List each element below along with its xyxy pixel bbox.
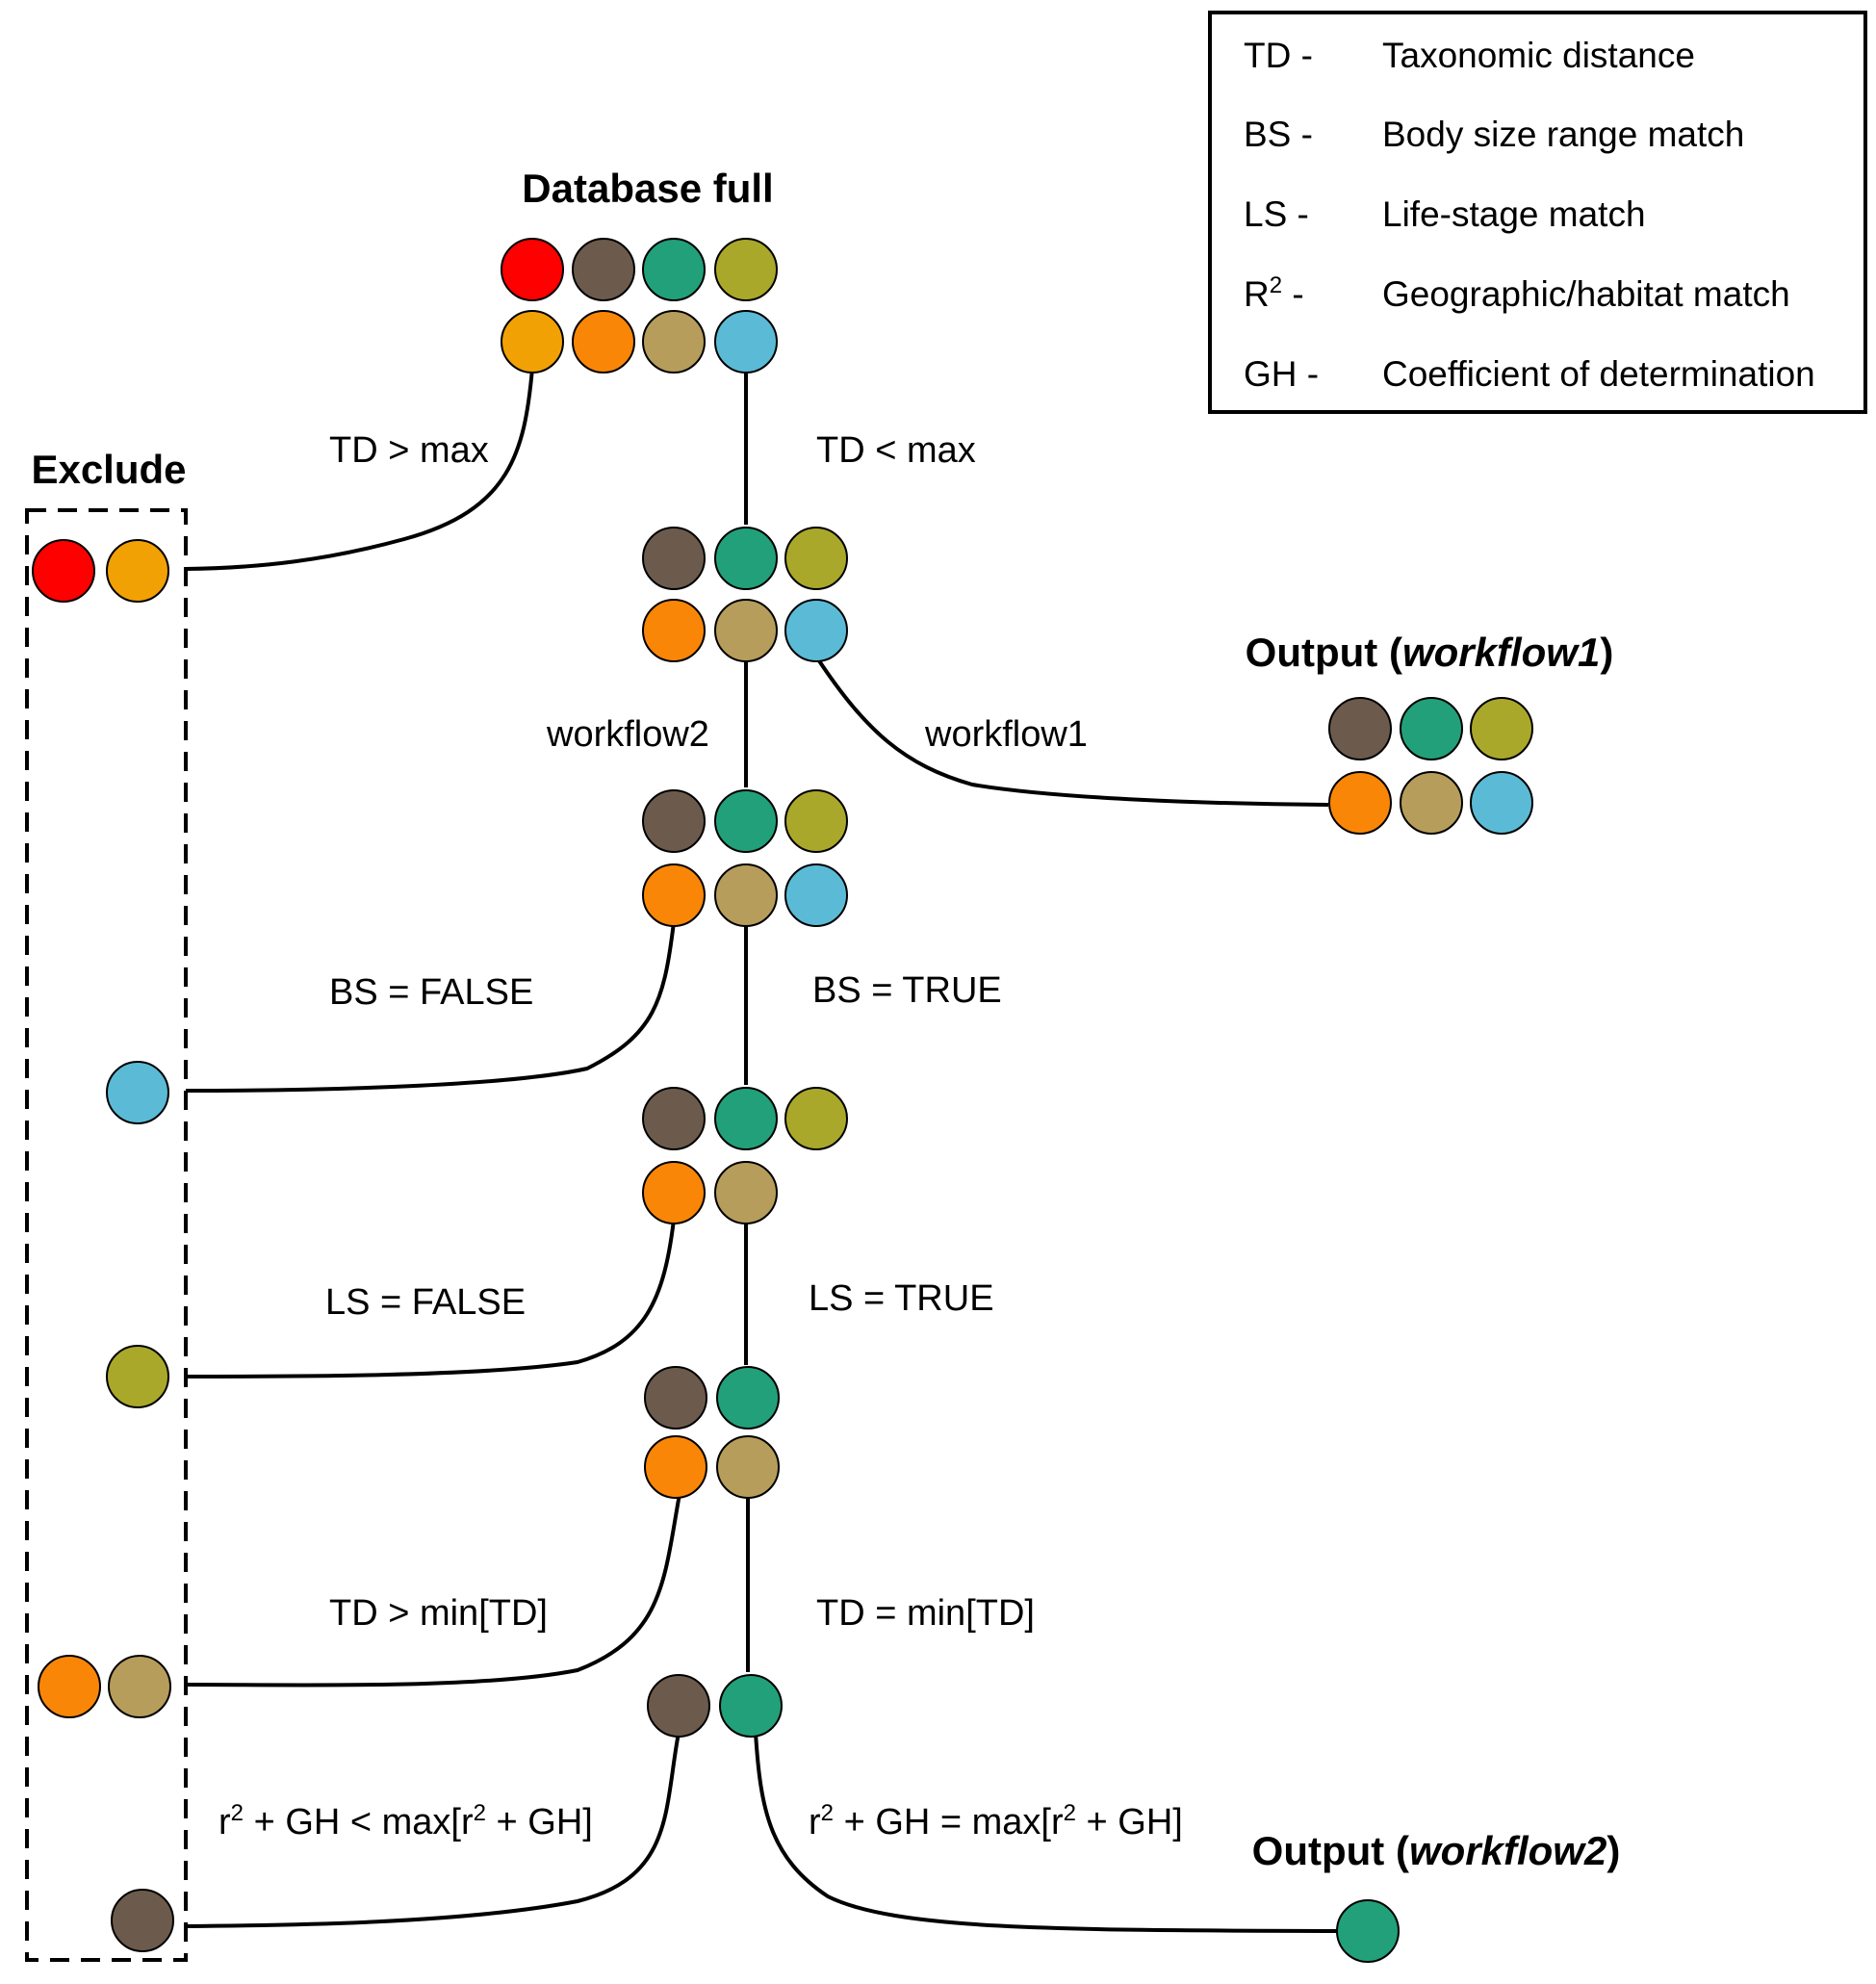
edge-label-td-gt-max: TD > max xyxy=(329,430,489,471)
node-o1-brown xyxy=(1328,697,1392,760)
node-o2-teal xyxy=(1336,1899,1400,1963)
legend-desc-gh: Coefficient of determination xyxy=(1382,354,1815,394)
node-s4-teal xyxy=(716,1366,780,1430)
node-s2-light-blue xyxy=(784,863,848,927)
node-ex-tan xyxy=(108,1655,171,1718)
node-db-teal xyxy=(642,238,706,301)
node-ex-brown xyxy=(111,1889,174,1952)
output-workflow1-title: Output (workflow1) xyxy=(1246,630,1614,675)
edge-label-ls-false: LS = FALSE xyxy=(325,1282,526,1323)
node-ex-olive xyxy=(106,1345,169,1408)
node-s1-teal xyxy=(714,527,778,590)
node-o1-olive xyxy=(1470,697,1533,760)
node-ex-light-blue xyxy=(106,1061,169,1124)
legend-abbr-ls: LS - xyxy=(1244,194,1309,234)
node-s2-olive xyxy=(784,789,848,853)
edge-label-workflow2: workflow2 xyxy=(546,714,709,755)
edge-step2-to-exclude xyxy=(185,921,676,1093)
data-circles xyxy=(32,238,1533,1963)
node-s3-orange xyxy=(642,1161,706,1224)
legend-box xyxy=(1208,11,1867,414)
legend-abbr-gh: GH - xyxy=(1244,354,1319,394)
node-o1-light-blue xyxy=(1470,771,1533,835)
node-db-yellow-orange xyxy=(501,310,564,374)
database-full-title: Database full xyxy=(522,166,773,211)
edge-label-ls-true: LS = TRUE xyxy=(809,1278,994,1319)
node-s4-brown xyxy=(644,1366,707,1430)
node-s4-tan xyxy=(716,1435,780,1499)
edge-step5-to-output2 xyxy=(754,1732,1339,1933)
node-o1-teal xyxy=(1400,697,1463,760)
legend-abbr-td: TD - xyxy=(1244,36,1313,75)
node-s5-brown xyxy=(647,1674,710,1738)
node-ex-yellow-orange xyxy=(106,539,169,603)
node-ex-orange xyxy=(38,1655,101,1718)
node-s3-brown xyxy=(642,1087,706,1150)
node-db-brown xyxy=(572,238,635,301)
node-db-orange xyxy=(572,310,635,374)
edge-label-td-eq-min: TD = min[TD] xyxy=(816,1593,1035,1634)
legend: TD - Taxonomic distance BS - Body size r… xyxy=(1244,36,1815,394)
edge-step5-to-exclude xyxy=(185,1732,681,1928)
node-s1-brown xyxy=(642,527,706,590)
legend-desc-r2: Geographic/habitat match xyxy=(1382,274,1790,314)
node-s3-teal xyxy=(714,1087,778,1150)
node-s1-orange xyxy=(642,599,706,662)
node-s2-brown xyxy=(642,789,706,853)
node-s3-tan xyxy=(714,1161,778,1224)
legend-desc-ls: Life-stage match xyxy=(1382,194,1646,234)
legend-desc-bs: Body size range match xyxy=(1382,115,1744,154)
node-o1-tan xyxy=(1400,771,1463,835)
output-workflow2-title: Output (workflow2) xyxy=(1252,1828,1621,1873)
node-s1-tan xyxy=(714,599,778,662)
edge-label-td-lt-max: TD < max xyxy=(816,430,976,471)
exclude-box xyxy=(25,508,188,1962)
node-s2-orange xyxy=(642,863,706,927)
edge-label-bs-false: BS = FALSE xyxy=(329,972,533,1013)
edge-label-r2gh-eq-max: r2 + GH = max[r2 + GH] xyxy=(809,1800,1183,1842)
node-s5-teal xyxy=(719,1674,783,1738)
node-ex-red xyxy=(32,539,95,603)
legend-desc-td: Taxonomic distance xyxy=(1382,36,1695,75)
edge-label-td-gt-min: TD > min[TD] xyxy=(329,1593,548,1634)
edge-step3-to-exclude xyxy=(185,1219,676,1378)
edge-label-bs-true: BS = TRUE xyxy=(812,970,1002,1011)
node-db-tan xyxy=(642,310,706,374)
legend-abbr-bs: BS - xyxy=(1244,115,1313,154)
node-s3-olive xyxy=(784,1087,848,1150)
node-o1-orange xyxy=(1328,771,1392,835)
exclude-title: Exclude xyxy=(31,447,186,492)
node-db-red xyxy=(501,238,564,301)
edge-label-workflow1: workflow1 xyxy=(924,714,1088,755)
node-s1-olive xyxy=(784,527,848,590)
edge-db-to-exclude xyxy=(185,368,534,571)
node-s1-light-blue xyxy=(784,599,848,662)
edge-label-r2gh-lt-max: r2 + GH < max[r2 + GH] xyxy=(218,1800,593,1842)
legend-abbr-r2: R2 - xyxy=(1244,272,1304,314)
node-s2-tan xyxy=(714,863,778,927)
node-db-olive xyxy=(714,238,778,301)
connectors xyxy=(185,368,1339,1933)
node-s4-orange xyxy=(644,1435,707,1499)
node-s2-teal xyxy=(714,789,778,853)
node-db-light-blue xyxy=(714,310,778,374)
edge-step4-to-exclude xyxy=(185,1493,681,1688)
edge-step1-to-output1 xyxy=(816,657,1329,807)
